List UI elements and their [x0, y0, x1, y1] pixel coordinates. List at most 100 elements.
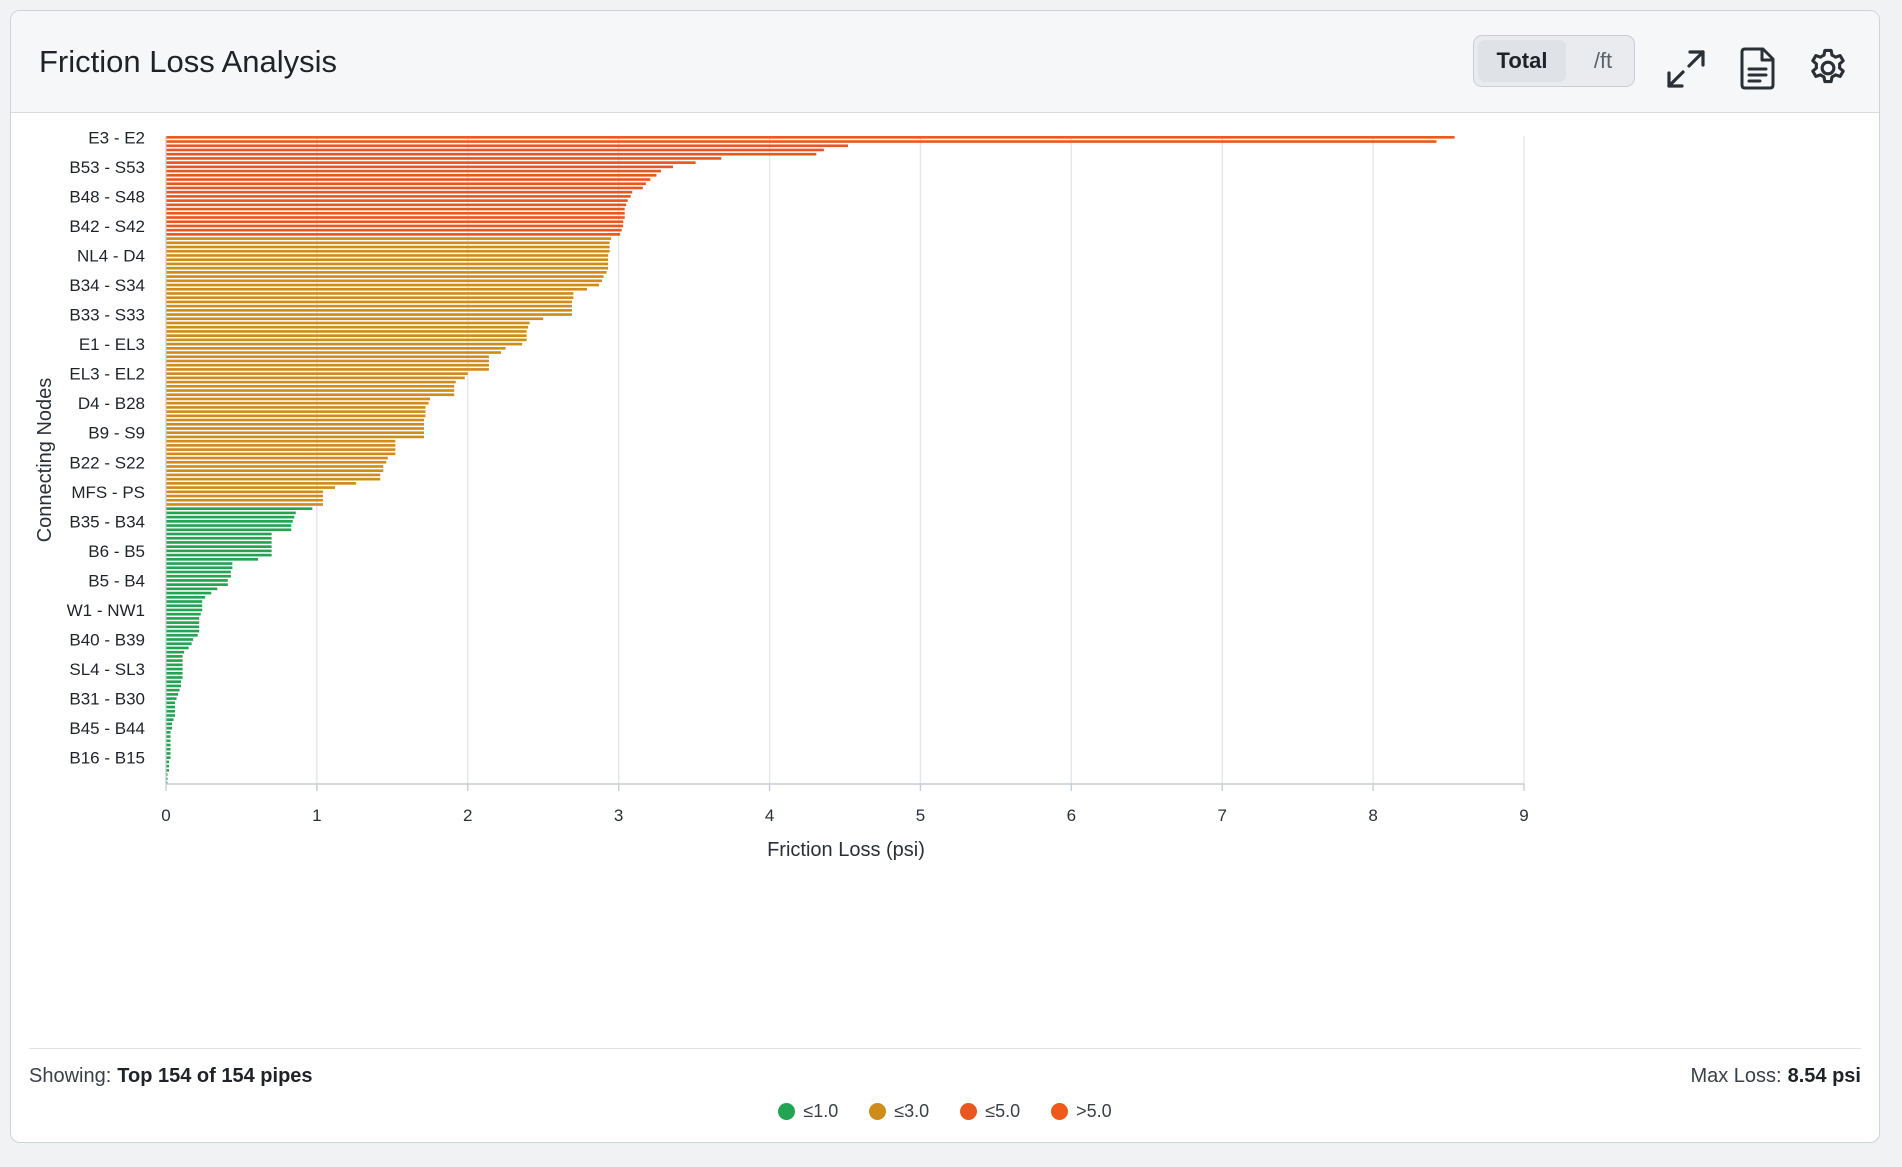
- bar[interactable]: [166, 241, 610, 245]
- bar[interactable]: [166, 355, 489, 359]
- bar[interactable]: [166, 249, 610, 253]
- bar[interactable]: [166, 237, 612, 240]
- bar[interactable]: [166, 697, 177, 700]
- bar[interactable]: [166, 152, 817, 156]
- bar[interactable]: [166, 195, 631, 198]
- bar[interactable]: [166, 165, 673, 169]
- bar[interactable]: [166, 583, 228, 586]
- bar[interactable]: [166, 752, 171, 755]
- bar[interactable]: [166, 233, 621, 236]
- legend-item-le1[interactable]: ≤1.0: [778, 1101, 838, 1122]
- bar[interactable]: [166, 422, 425, 426]
- bar[interactable]: [166, 448, 396, 451]
- bar[interactable]: [166, 401, 429, 405]
- gear-icon[interactable]: [1806, 46, 1850, 90]
- bar[interactable]: [166, 258, 609, 262]
- bar[interactable]: [166, 633, 198, 637]
- bar[interactable]: [166, 220, 624, 224]
- bar[interactable]: [166, 300, 572, 304]
- bar[interactable]: [166, 410, 426, 413]
- toggle-total[interactable]: Total: [1478, 40, 1566, 82]
- bar[interactable]: [166, 161, 696, 164]
- bar[interactable]: [166, 482, 357, 485]
- document-icon[interactable]: [1736, 45, 1780, 90]
- bar[interactable]: [166, 680, 182, 684]
- bar[interactable]: [166, 553, 272, 557]
- bar[interactable]: [166, 524, 292, 527]
- bar[interactable]: [166, 663, 183, 667]
- bar[interactable]: [166, 444, 396, 447]
- bar[interactable]: [166, 608, 203, 612]
- bar[interactable]: [166, 384, 455, 388]
- bar[interactable]: [166, 688, 180, 692]
- bar[interactable]: [166, 722, 173, 726]
- bar[interactable]: [166, 418, 425, 422]
- bar[interactable]: [166, 325, 529, 329]
- bar[interactable]: [166, 558, 259, 561]
- bar[interactable]: [166, 574, 231, 578]
- bar[interactable]: [166, 659, 183, 662]
- bar[interactable]: [166, 781, 168, 785]
- bar[interactable]: [166, 486, 335, 489]
- bar[interactable]: [166, 777, 168, 781]
- bar[interactable]: [166, 144, 849, 148]
- bar[interactable]: [166, 351, 501, 354]
- bar[interactable]: [166, 427, 425, 430]
- bar[interactable]: [166, 545, 272, 548]
- bar[interactable]: [166, 452, 396, 456]
- bar[interactable]: [166, 207, 625, 211]
- bar[interactable]: [166, 612, 201, 616]
- bar[interactable]: [166, 473, 381, 477]
- bar[interactable]: [166, 372, 468, 375]
- bar[interactable]: [166, 693, 179, 696]
- bar[interactable]: [166, 292, 574, 295]
- bar[interactable]: [166, 562, 233, 565]
- bar[interactable]: [166, 304, 572, 308]
- bar[interactable]: [166, 498, 323, 502]
- bar[interactable]: [166, 604, 203, 608]
- bar[interactable]: [166, 760, 170, 764]
- bar[interactable]: [166, 709, 176, 713]
- legend-item-gt5[interactable]: >5.0: [1051, 1101, 1112, 1122]
- bar[interactable]: [166, 334, 527, 337]
- bar[interactable]: [166, 769, 170, 772]
- bar[interactable]: [166, 621, 200, 624]
- toggle-per-ft[interactable]: /ft: [1593, 48, 1613, 73]
- bar[interactable]: [166, 566, 233, 570]
- bar[interactable]: [166, 515, 295, 519]
- bar[interactable]: [166, 439, 396, 443]
- bar[interactable]: [166, 186, 643, 190]
- bar[interactable]: [166, 368, 489, 371]
- bar[interactable]: [166, 338, 527, 342]
- bar[interactable]: [166, 520, 293, 523]
- bar[interactable]: [166, 650, 185, 654]
- bar[interactable]: [166, 182, 646, 186]
- bar[interactable]: [166, 431, 425, 435]
- bar[interactable]: [166, 173, 657, 177]
- bar[interactable]: [166, 342, 523, 346]
- bar[interactable]: [166, 570, 231, 574]
- bar[interactable]: [166, 731, 171, 734]
- bar[interactable]: [166, 296, 574, 300]
- bar[interactable]: [166, 224, 624, 228]
- bar[interactable]: [166, 579, 228, 582]
- bar[interactable]: [166, 287, 587, 291]
- bar[interactable]: [166, 701, 176, 705]
- bar[interactable]: [166, 136, 1455, 139]
- bar[interactable]: [166, 591, 212, 595]
- bar[interactable]: [166, 389, 455, 392]
- bar[interactable]: [166, 203, 627, 207]
- bar[interactable]: [166, 655, 183, 658]
- bar[interactable]: [166, 667, 183, 671]
- bar[interactable]: [166, 600, 203, 603]
- bar[interactable]: [166, 676, 183, 679]
- bar[interactable]: [166, 456, 388, 460]
- bar[interactable]: [166, 199, 628, 202]
- bar[interactable]: [166, 245, 610, 249]
- bar[interactable]: [166, 190, 633, 194]
- bar[interactable]: [166, 279, 603, 283]
- bar[interactable]: [166, 549, 272, 553]
- expand-icon[interactable]: [1664, 47, 1708, 91]
- bar[interactable]: [166, 511, 296, 515]
- bar[interactable]: [166, 595, 206, 599]
